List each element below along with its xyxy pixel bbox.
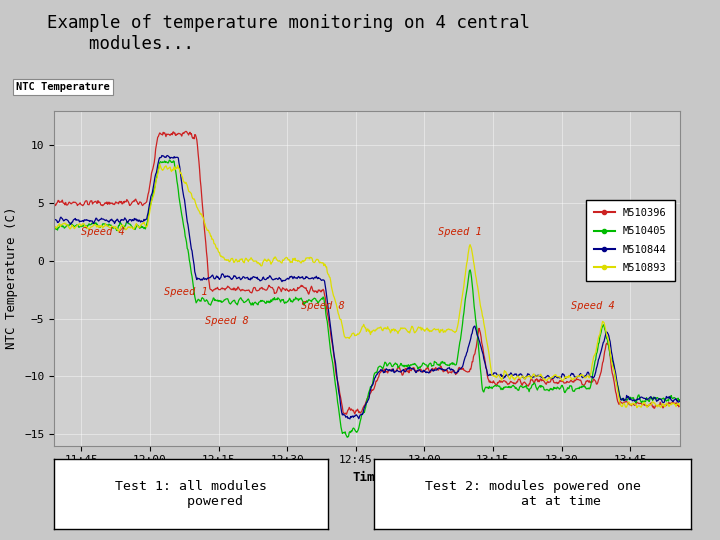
M510396 [311, 288, 320, 294]
M510396 [557, 377, 566, 384]
M510405 [9, 238, 17, 245]
Text: Speed 1: Speed 1 [438, 227, 482, 238]
M510396 [287, 287, 295, 294]
M510396 [694, 365, 703, 372]
M510893 [311, 258, 320, 264]
M510405 [694, 363, 703, 369]
M510844 [78, 217, 87, 224]
X-axis label: Time: Time [352, 471, 382, 484]
M510396 [181, 128, 190, 134]
Text: Test 1: all modules
      powered: Test 1: all modules powered [114, 480, 267, 508]
Legend: M510396, M510405, M510844, M510893: M510396, M510405, M510844, M510893 [585, 200, 675, 281]
M510893 [156, 161, 164, 167]
M510405 [481, 384, 490, 391]
Text: NTC Temperature: NTC Temperature [17, 82, 110, 92]
M510405 [78, 223, 87, 230]
M510844 [481, 361, 490, 367]
Text: Example of temperature monitoring on 4 central: Example of temperature monitoring on 4 c… [47, 14, 530, 31]
Line: M510405: M510405 [13, 160, 698, 437]
M510844 [9, 238, 17, 245]
Text: modules...: modules... [47, 35, 194, 53]
M510844 [545, 373, 554, 380]
M510396 [342, 411, 351, 417]
M510396 [481, 359, 490, 365]
M510893 [544, 375, 553, 382]
M510405 [311, 295, 320, 302]
M510396 [9, 228, 17, 235]
M510405 [343, 434, 351, 441]
M510893 [480, 323, 489, 330]
Line: M510893: M510893 [13, 164, 698, 409]
M510893 [557, 375, 565, 381]
M510893 [694, 364, 703, 371]
M510893 [9, 242, 17, 249]
Y-axis label: NTC Temperature (C): NTC Temperature (C) [6, 207, 19, 349]
M510844 [311, 275, 320, 281]
M510405 [165, 157, 174, 163]
Text: Speed 1: Speed 1 [163, 287, 207, 298]
M510844 [163, 152, 171, 159]
Line: M510844: M510844 [13, 156, 698, 419]
M510844 [346, 416, 354, 422]
M510893 [287, 259, 295, 265]
Text: Speed 8: Speed 8 [205, 316, 248, 326]
M510844 [694, 362, 703, 369]
Text: Test 2: modules powered one
       at at time: Test 2: modules powered one at at time [425, 480, 641, 508]
M510844 [287, 274, 295, 280]
M510405 [287, 299, 295, 305]
M510396 [78, 202, 87, 209]
M510844 [557, 374, 566, 381]
M510396 [545, 379, 554, 386]
Line: M510396: M510396 [13, 131, 698, 414]
M510893 [78, 220, 87, 227]
Text: Speed 8: Speed 8 [301, 301, 345, 311]
Text: Speed 4: Speed 4 [81, 227, 125, 238]
Text: Speed 4: Speed 4 [571, 301, 614, 311]
M510405 [545, 388, 554, 394]
M510405 [557, 383, 566, 389]
M510893 [689, 406, 698, 413]
